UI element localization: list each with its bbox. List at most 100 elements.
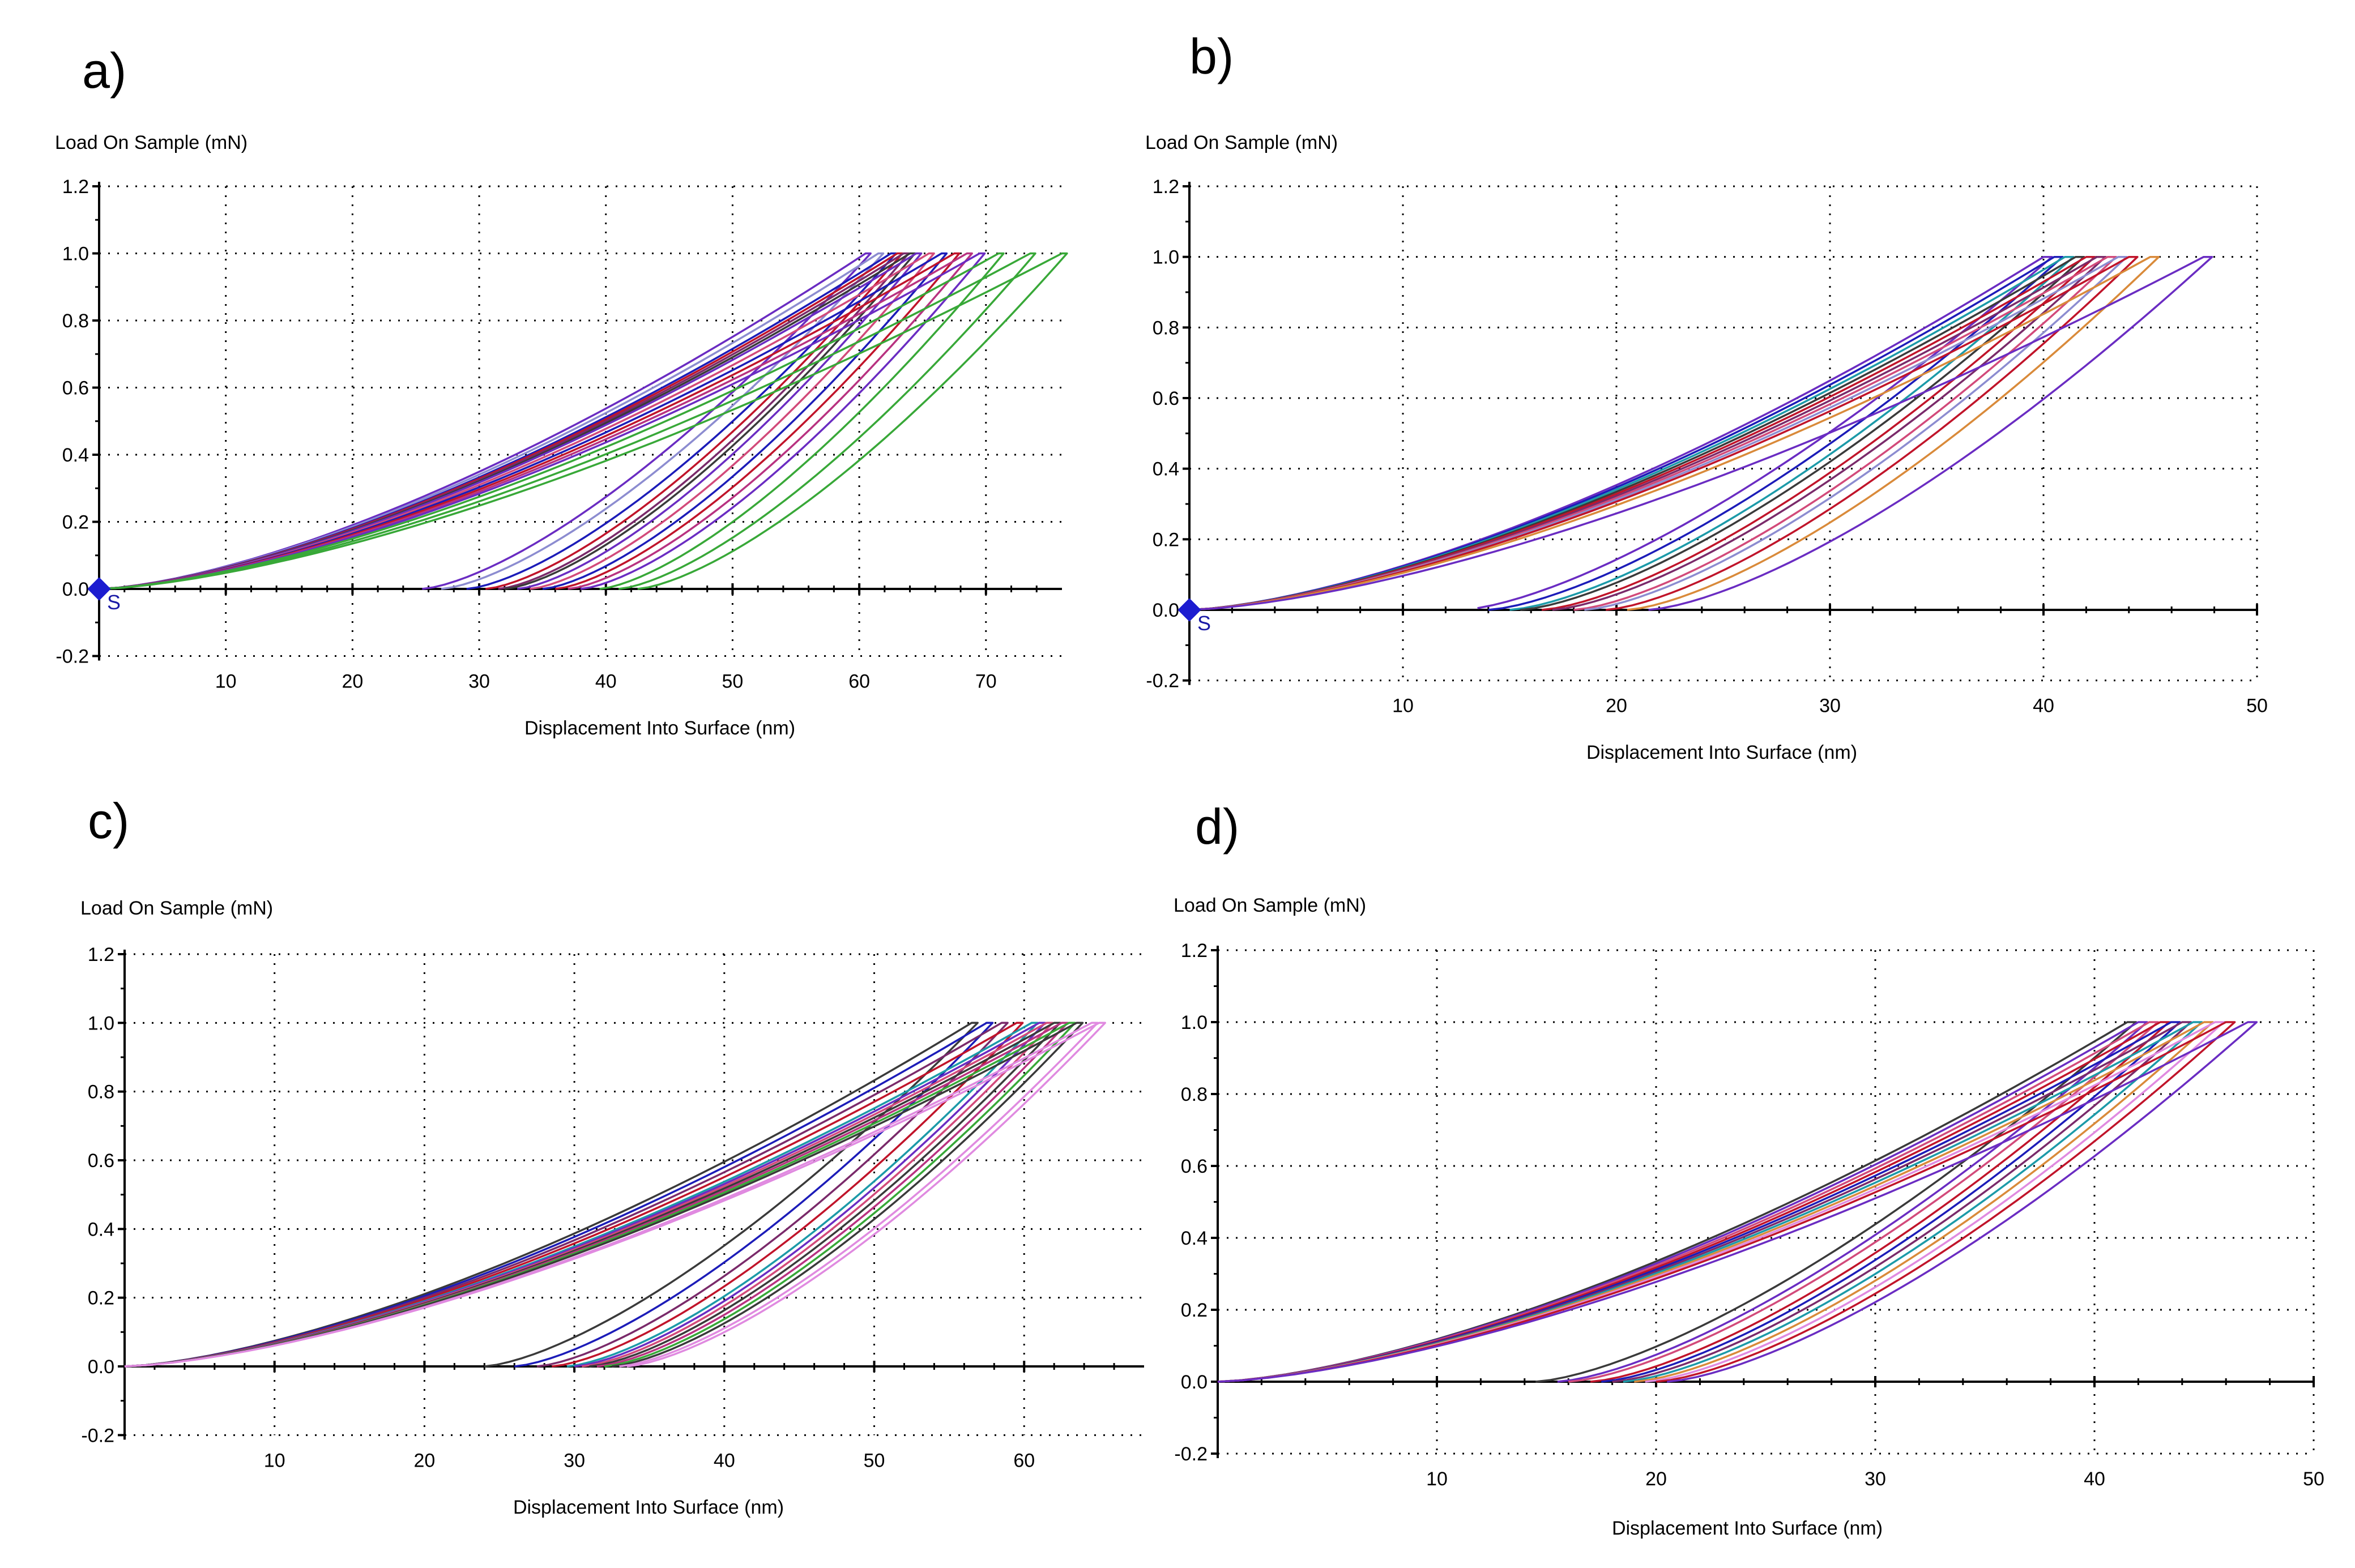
x-tick-label-d-0: 10 xyxy=(1426,1468,1448,1490)
x-tick-label-b-0: 10 xyxy=(1392,695,1414,717)
y-tick-label-b-6: 1.0 xyxy=(1153,247,1179,268)
series-line-b-2 xyxy=(1189,255,2064,611)
series-line-d-11 xyxy=(1217,1021,2258,1383)
panel-a: a) Load On Sample (mN) Displacement Into… xyxy=(55,42,1068,739)
series-line-d-4 xyxy=(1217,1021,2170,1383)
y-tick-label-c-0: -0.2 xyxy=(81,1425,114,1446)
y-tick-label-a-4: 0.6 xyxy=(62,378,89,399)
series-line-a-11 xyxy=(99,252,973,590)
series-line-c-4 xyxy=(124,1022,1024,1368)
panel-letter-d: d) xyxy=(1195,798,1239,855)
y-tick-label-d-1: 0.0 xyxy=(1181,1372,1208,1393)
x-tick-label-a-5: 60 xyxy=(848,671,870,693)
x-tick-label-c-3: 40 xyxy=(714,1450,735,1471)
y-tick-label-b-3: 0.4 xyxy=(1153,459,1179,480)
y-tick-label-c-1: 0.0 xyxy=(88,1356,114,1378)
x-axis-label-d: Displacement Into Surface (nm) xyxy=(1612,1518,1883,1539)
series-line-a-14 xyxy=(99,252,1036,590)
series-line-d-2 xyxy=(1217,1021,2148,1383)
y-axis-label-b: Load On Sample (mN) xyxy=(1145,132,1338,153)
y-tick-label-a-0: -0.2 xyxy=(56,646,89,668)
series-line-a-9 xyxy=(99,252,948,590)
x-tick-label-a-3: 40 xyxy=(595,671,617,693)
panel-d: d) Load On Sample (mN) Displacement Into… xyxy=(1174,798,2324,1539)
y-tick-label-a-6: 1.0 xyxy=(62,243,89,265)
y-tick-label-a-7: 1.2 xyxy=(62,176,89,198)
x-tick-label-a-1: 20 xyxy=(342,671,363,693)
y-tick-label-d-0: -0.2 xyxy=(1174,1443,1208,1465)
y-tick-label-d-7: 1.2 xyxy=(1181,940,1208,962)
x-axis-label-b: Displacement Into Surface (nm) xyxy=(1586,742,1857,763)
series-line-c-13 xyxy=(124,1022,1106,1368)
y-tick-label-b-4: 0.6 xyxy=(1153,388,1179,409)
series-line-a-8 xyxy=(99,252,935,590)
x-tick-label-d-2: 30 xyxy=(1865,1468,1886,1490)
series-line-d-3 xyxy=(1217,1021,2159,1383)
series-line-d-1 xyxy=(1217,1021,2138,1383)
series-line-b-11 xyxy=(1189,255,2213,611)
series-line-d-6 xyxy=(1217,1021,2192,1383)
y-axis-label-d: Load On Sample (mN) xyxy=(1174,895,1366,916)
y-tick-label-a-5: 0.8 xyxy=(62,310,89,332)
y-tick-label-a-2: 0.2 xyxy=(62,512,89,533)
series-line-c-2 xyxy=(124,1022,994,1368)
x-axis-label-c: Displacement Into Surface (nm) xyxy=(513,1497,784,1518)
start-marker-b xyxy=(1178,598,1201,622)
series-line-b-1 xyxy=(1189,255,2053,611)
plot-area-d: -0.2 0.0 0.2 0.4 0.6 0.8 1.0 1.2 10 20 30 40 50 xyxy=(1174,940,2324,1490)
x-tick-label-a-2: 30 xyxy=(468,671,490,693)
panel-b: b) Load On Sample (mN) Displacement Into… xyxy=(1145,28,2268,763)
x-tick-label-a-6: 70 xyxy=(975,671,997,693)
panel-letter-c: c) xyxy=(88,793,129,849)
plot-area-a: -0.2 0.0 0.2 0.4 0.6 0.8 1.0 1.2 10 20 30 40 50 60 70 S xyxy=(56,176,1068,693)
y-tick-label-c-3: 0.4 xyxy=(88,1219,114,1240)
y-tick-label-b-7: 1.2 xyxy=(1153,176,1179,198)
panel-letter-a: a) xyxy=(82,42,126,99)
y-tick-label-b-1: 0.0 xyxy=(1153,600,1179,621)
series-line-a-12 xyxy=(99,252,986,590)
y-axis-label-c: Load On Sample (mN) xyxy=(80,898,273,919)
y-tick-label-b-2: 0.2 xyxy=(1153,529,1179,550)
y-tick-label-b-5: 0.8 xyxy=(1153,317,1179,339)
series-line-d-10 xyxy=(1217,1021,2236,1383)
y-tick-label-c-4: 0.6 xyxy=(88,1150,114,1172)
series-line-d-9 xyxy=(1217,1021,2225,1383)
x-tick-label-c-0: 10 xyxy=(264,1450,285,1471)
y-tick-label-c-2: 0.2 xyxy=(88,1288,114,1309)
series-line-a-10 xyxy=(99,252,961,590)
x-tick-label-b-3: 40 xyxy=(2033,695,2054,717)
x-tick-label-d-1: 20 xyxy=(1645,1468,1667,1490)
series-line-d-5 xyxy=(1217,1021,2181,1383)
x-tick-label-c-4: 50 xyxy=(864,1450,885,1471)
y-tick-label-c-5: 0.8 xyxy=(88,1082,114,1103)
plot-area-b: -0.2 0.0 0.2 0.4 0.6 0.8 1.0 1.2 10 20 30 40 50 S xyxy=(1146,176,2268,717)
x-tick-label-b-4: 50 xyxy=(2246,695,2268,717)
start-marker-label-b: S xyxy=(1197,612,1211,635)
y-tick-label-b-0: -0.2 xyxy=(1146,670,1179,692)
x-tick-label-a-4: 50 xyxy=(722,671,744,693)
series-line-c-11 xyxy=(124,1022,1084,1368)
series-line-b-7 xyxy=(1189,255,2117,611)
x-tick-label-b-1: 20 xyxy=(1606,695,1627,717)
x-tick-label-b-2: 30 xyxy=(1819,695,1841,717)
x-axis-label-a: Displacement Into Surface (nm) xyxy=(524,717,795,739)
y-tick-label-c-7: 1.2 xyxy=(88,944,114,965)
panel-c: c) Load On Sample (mN) Displacement Into… xyxy=(80,793,1144,1518)
y-axis-label-a: Load On Sample (mN) xyxy=(55,132,248,153)
series-line-a-1 xyxy=(99,252,872,590)
series-line-a-7 xyxy=(99,252,923,590)
series-line-b-6 xyxy=(1189,255,2107,611)
x-tick-label-a-0: 10 xyxy=(215,671,237,693)
series-line-a-15 xyxy=(99,252,1068,590)
series-line-a-2 xyxy=(99,252,885,590)
plot-area-c: -0.2 0.0 0.2 0.4 0.6 0.8 1.0 1.2 10 20 30 40 50 60 xyxy=(81,944,1144,1471)
y-tick-label-a-3: 0.4 xyxy=(62,445,89,466)
y-tick-label-d-4: 0.6 xyxy=(1181,1156,1208,1177)
series-line-b-4 xyxy=(1189,255,2085,611)
series-line-b-10 xyxy=(1189,255,2160,611)
start-marker-a xyxy=(87,577,111,601)
x-tick-label-d-3: 40 xyxy=(2084,1468,2105,1490)
y-tick-label-d-3: 0.4 xyxy=(1181,1228,1208,1249)
